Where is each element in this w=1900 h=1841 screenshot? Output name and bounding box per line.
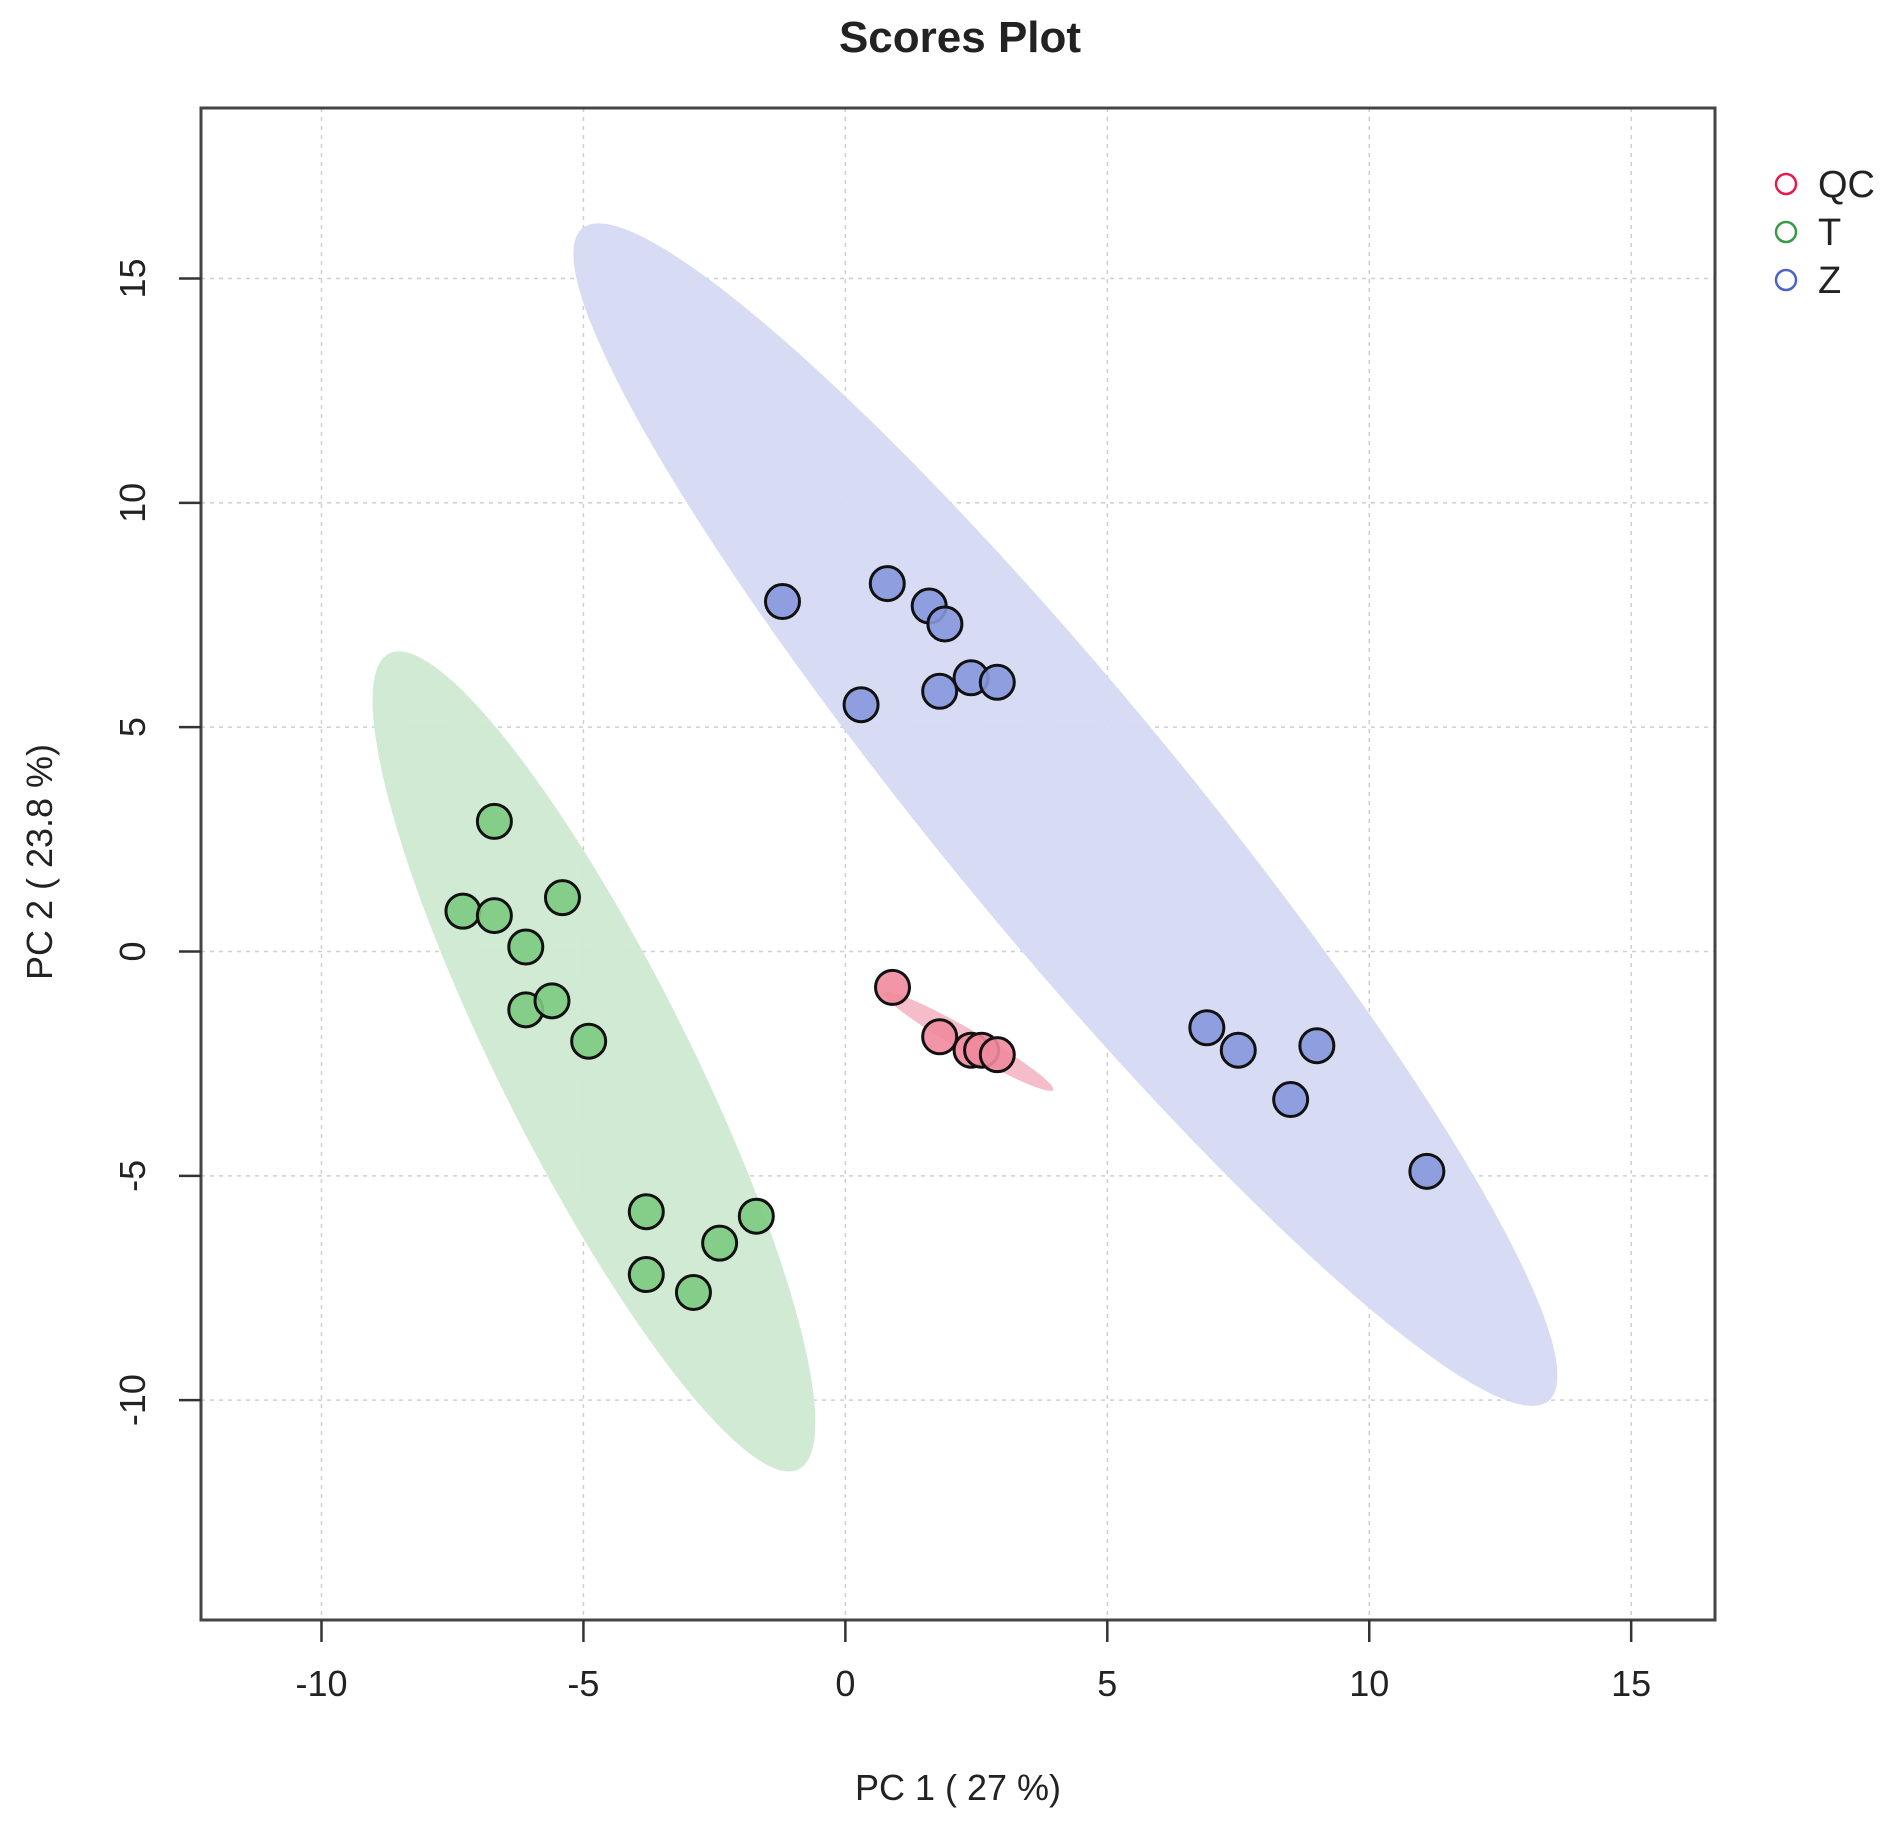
- data-point-t: [475, 897, 513, 935]
- data-point-z: [1298, 1027, 1336, 1065]
- x-axis-label: PC 1 ( 27 %): [855, 1767, 1061, 1808]
- grid-layer: [201, 108, 1715, 1620]
- data-point-z: [842, 686, 880, 724]
- data-point-t: [627, 1256, 665, 1294]
- data-point-t: [543, 879, 581, 917]
- legend-marker-z: [1774, 268, 1798, 292]
- legend-label-z: Z: [1818, 260, 1841, 302]
- x-tick-label: 0: [835, 1663, 855, 1704]
- data-point-z: [764, 583, 802, 621]
- confidence-ellipse-t: [372, 651, 816, 1472]
- data-point-z: [921, 672, 959, 710]
- legend-label-t: T: [1818, 212, 1841, 254]
- data-point-t: [533, 982, 571, 1020]
- axis-layer: -10 -5 0 5 10 15 -10 -5 0 5 10 15: [112, 258, 1651, 1704]
- plot-frame: [199, 106, 1717, 1622]
- data-point-t: [737, 1197, 775, 1235]
- data-point-z: [1219, 1031, 1257, 1069]
- y-tick-label: -10: [112, 1374, 153, 1426]
- x-tick-label: 5: [1097, 1663, 1117, 1704]
- y-tick-label: 10: [112, 483, 153, 523]
- x-tick-label: 10: [1349, 1663, 1389, 1704]
- data-point-qc: [978, 1036, 1016, 1074]
- data-point-qc: [921, 1018, 959, 1056]
- data-point-t: [570, 1022, 608, 1060]
- chart-title: Scores Plot: [839, 13, 1081, 62]
- legend-label-qc: QC: [1818, 164, 1875, 206]
- y-tick-label: 0: [112, 941, 153, 961]
- legend: QC TZ: [1774, 164, 1875, 302]
- y-axis-label: PC 2 ( 23.8 %): [19, 744, 60, 980]
- data-point-qc: [874, 968, 912, 1006]
- data-point-z: [926, 605, 964, 643]
- x-tick-label: -10: [295, 1663, 347, 1704]
- data-point-z: [978, 663, 1016, 701]
- legend-marker-t: [1774, 220, 1798, 244]
- data-point-t: [627, 1193, 665, 1231]
- y-tick-label: 5: [112, 717, 153, 737]
- x-tick-label: 15: [1611, 1663, 1651, 1704]
- confidence-ellipse-z: [573, 223, 1558, 1407]
- data-point-z: [1272, 1081, 1310, 1119]
- data-point-t: [701, 1224, 739, 1262]
- data-point-z: [1408, 1152, 1446, 1190]
- legend-marker-qc: [1774, 172, 1798, 196]
- point-layer: [444, 565, 1446, 1311]
- data-point-t: [475, 802, 513, 840]
- y-tick-label: -5: [112, 1160, 153, 1192]
- data-point-t: [507, 928, 545, 966]
- data-point-t: [444, 892, 482, 930]
- data-point-z: [1188, 1009, 1226, 1047]
- x-tick-label: -5: [567, 1663, 599, 1704]
- data-point-t: [674, 1273, 712, 1311]
- data-point-z: [868, 565, 906, 603]
- y-tick-label: 15: [112, 258, 153, 298]
